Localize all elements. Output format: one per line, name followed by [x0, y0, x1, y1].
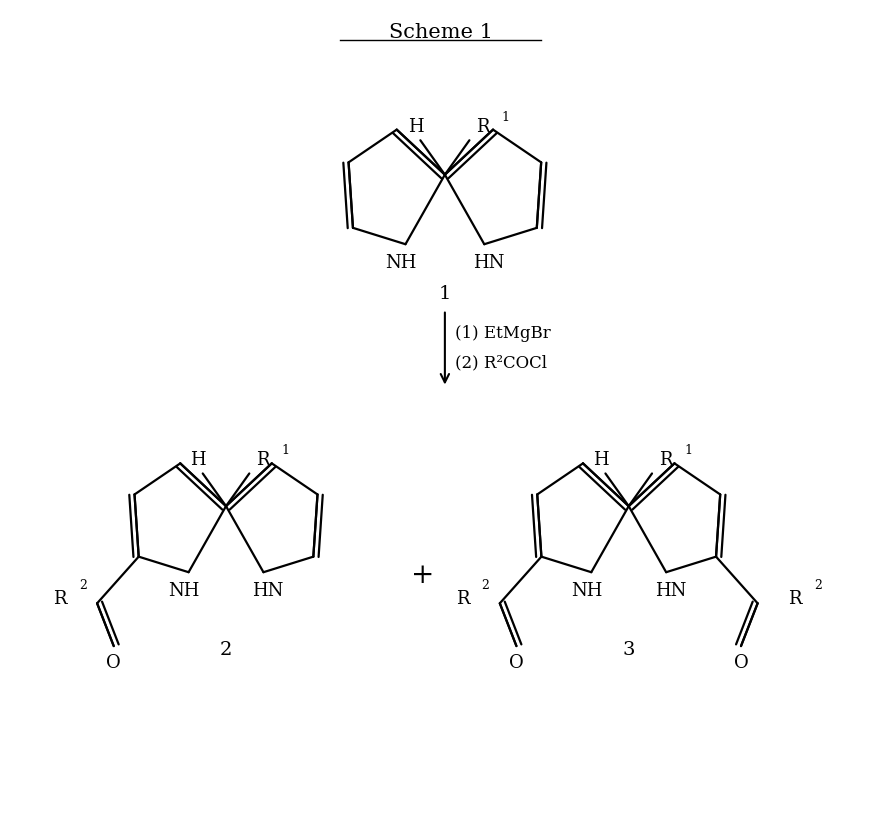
Text: O: O — [509, 654, 524, 672]
Text: H: H — [408, 118, 424, 136]
Text: +: + — [411, 562, 434, 589]
Text: (2) R²COCl: (2) R²COCl — [455, 355, 547, 372]
Text: 1: 1 — [282, 444, 290, 457]
Text: 1: 1 — [685, 444, 692, 457]
Text: R: R — [788, 591, 802, 608]
Text: NH: NH — [385, 254, 417, 272]
Text: NH: NH — [168, 582, 200, 600]
Text: R: R — [256, 452, 270, 470]
Text: O: O — [734, 654, 748, 672]
Text: 2: 2 — [78, 579, 86, 592]
Text: 2: 2 — [814, 579, 822, 592]
Text: O: O — [107, 654, 121, 672]
Text: R: R — [455, 591, 470, 608]
Text: HN: HN — [252, 582, 284, 600]
Text: 2: 2 — [482, 579, 489, 592]
Text: Scheme 1: Scheme 1 — [389, 23, 492, 42]
Text: R: R — [53, 591, 66, 608]
Text: HN: HN — [655, 582, 686, 600]
Text: 1: 1 — [439, 285, 451, 303]
Text: 3: 3 — [623, 641, 635, 659]
Text: NH: NH — [571, 582, 603, 600]
Text: HN: HN — [473, 254, 504, 272]
Text: 1: 1 — [502, 111, 510, 124]
Text: R: R — [477, 118, 490, 136]
Text: R: R — [659, 452, 672, 470]
Text: H: H — [190, 452, 206, 470]
Text: H: H — [593, 452, 609, 470]
Text: 2: 2 — [220, 641, 233, 659]
Text: (1) EtMgBr: (1) EtMgBr — [455, 325, 552, 342]
